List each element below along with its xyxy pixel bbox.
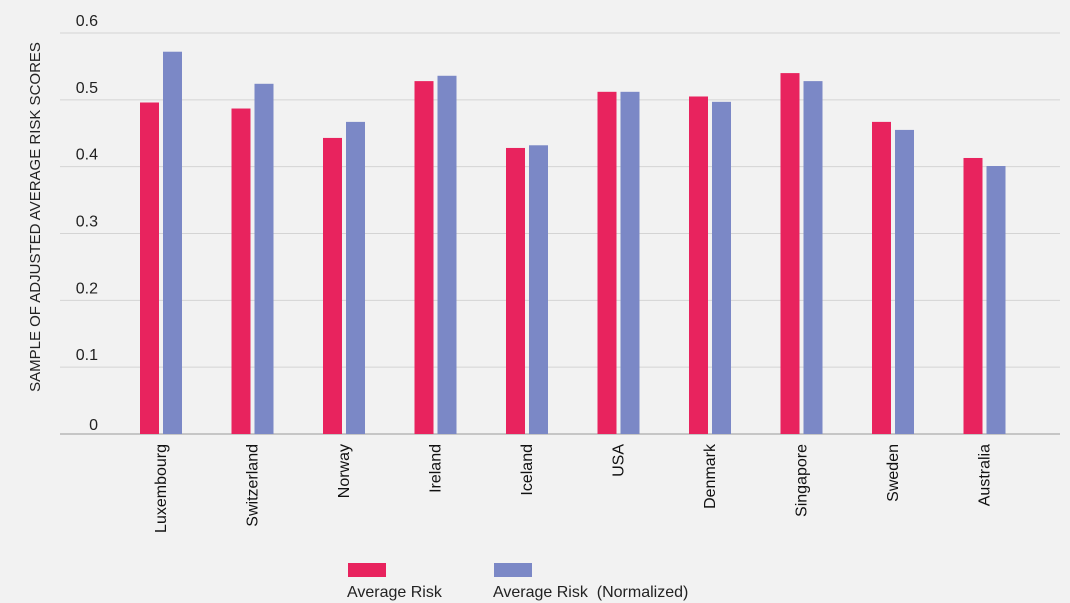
bars [140, 51, 1006, 435]
category-labels: Luxembourg Switzerland Norway Ireland Icelan… [153, 443, 994, 533]
bar-norway-series-1 [346, 121, 365, 434]
bar-luxembourg-series-0 [140, 102, 159, 435]
bar-ireland-series-0 [414, 81, 434, 435]
y-tick-label: 0.1 [76, 347, 98, 364]
bar-usa-series-0 [597, 91, 617, 435]
gridlines [60, 32, 1060, 435]
bar-sweden-series-1 [895, 129, 914, 435]
y-axis-title: SAMPLE OF ADJUSTED AVERAGE RISK SCORES [27, 42, 44, 392]
bar-australia-series-1 [986, 165, 1006, 434]
y-tick-label: 0.6 [76, 13, 98, 30]
category-label-luxembourg: Luxembourg [153, 444, 170, 533]
bar-norway-series-0 [323, 137, 342, 434]
legend-swatch-average-risk-normalized [494, 563, 532, 577]
bar-singapore-series-1 [803, 81, 823, 435]
bar-iceland-series-0 [506, 147, 525, 434]
bar-denmark-series-1 [712, 101, 731, 435]
bar-australia-series-0 [963, 157, 983, 434]
legend-label-average-risk-normalized: Average Risk (Normalized) [493, 584, 688, 601]
bar-sweden-series-0 [872, 121, 891, 434]
category-label-usa: USA [611, 444, 628, 477]
category-label-denmark: Denmark [702, 443, 719, 509]
legend: Average Risk Average Risk (Normalized) [347, 563, 688, 601]
bar-denmark-series-0 [689, 96, 708, 434]
legend-label-average-risk: Average Risk [347, 584, 443, 601]
bar-switzerland-series-0 [231, 108, 251, 434]
bar-iceland-series-1 [529, 145, 548, 434]
bar-singapore-series-0 [780, 73, 800, 434]
category-label-singapore: Singapore [794, 444, 811, 517]
category-label-switzerland: Switzerland [245, 444, 262, 527]
category-label-sweden: Sweden [885, 444, 902, 502]
y-tick-label: 0.3 [76, 214, 98, 231]
category-label-australia: Australia [977, 444, 994, 506]
bar-luxembourg-series-1 [163, 51, 182, 435]
y-tick-label: 0.5 [76, 80, 98, 97]
legend-swatch-average-risk [348, 563, 386, 577]
y-tick-label: 0 [89, 417, 98, 434]
category-label-iceland: Iceland [519, 444, 536, 496]
y-axis-ticks: 0 0.1 0.2 0.3 0.4 0.5 0.6 [76, 13, 98, 434]
category-label-ireland: Ireland [428, 444, 445, 493]
bar-switzerland-series-1 [254, 83, 274, 434]
y-tick-label: 0.4 [76, 147, 98, 164]
bar-ireland-series-1 [437, 75, 457, 435]
bar-usa-series-1 [620, 91, 640, 435]
category-label-norway: Norway [336, 444, 353, 498]
y-tick-label: 0.2 [76, 280, 98, 297]
